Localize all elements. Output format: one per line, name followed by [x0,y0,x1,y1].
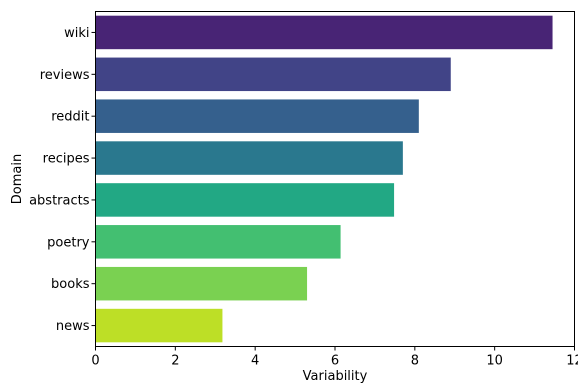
y-tick-label: abstracts [29,193,90,208]
bar-news [95,308,223,343]
y-tick-label: recipes [43,152,90,167]
plot-frame [95,11,575,347]
bar-books [95,266,308,301]
y-tick-label: books [51,277,90,292]
bar-recipes [95,141,403,175]
y-ticks-group: wiki reviews reddit recipes abstracts poetry b… [29,26,96,334]
y-tick-label: poetry [47,235,90,250]
x-tick-label: 2 [171,354,179,369]
x-axis-label: Variability [303,369,368,384]
x-tick-label: 10 [486,354,503,369]
x-tick-label: 12 [566,354,578,369]
bar-poetry [95,225,341,259]
y-tick-label: wiki [64,26,89,41]
bar-reviews [95,57,451,92]
x-tick-label: 0 [91,354,99,369]
x-tick-label: 8 [411,354,419,369]
bar-abstracts [95,183,395,217]
y-tick-label: reviews [40,68,90,83]
bar-wiki [95,15,553,50]
x-ticks-group: 0 2 4 6 8 10 12 [91,346,578,369]
x-tick-label: 6 [331,354,339,369]
bars-group [95,15,553,343]
y-axis-label: Domain [10,154,25,204]
x-tick-label: 4 [251,354,259,369]
bar-reddit [95,99,419,133]
y-tick-label: reddit [51,110,89,125]
y-tick-label: news [56,319,90,334]
